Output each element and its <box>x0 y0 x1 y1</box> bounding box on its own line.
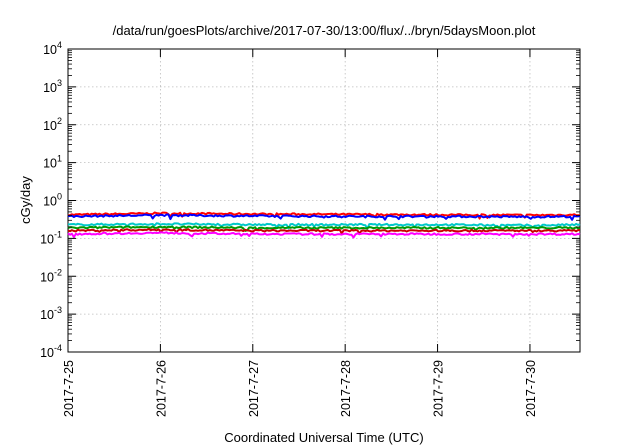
y-tick-label: 103 <box>43 78 62 95</box>
series-line <box>67 213 581 221</box>
chart-title: /data/run/goesPlots/archive/2017-07-30/1… <box>113 23 536 38</box>
x-tick-label: 2017-7-26 <box>154 360 168 417</box>
x-axis-label: Coordinated Universal Time (UTC) <box>224 430 423 445</box>
x-tick-label: 2017-7-28 <box>339 360 353 417</box>
x-tick-label: 2017-7-25 <box>62 360 76 417</box>
series-line <box>67 225 581 232</box>
grid <box>68 49 580 352</box>
x-tick-labels: 2017-7-25 2017-7-26 2017-7-27 2017-7-28 2017… <box>62 360 538 417</box>
series-line <box>67 228 580 235</box>
y-axis-label: cGy/day <box>18 176 33 224</box>
x-tick-label: 2017-7-29 <box>432 360 446 417</box>
series-line <box>67 211 580 220</box>
y-tick-label: 102 <box>43 116 62 133</box>
x-tick-label: 2017-7-27 <box>247 360 261 417</box>
y-tick-label: 10-3 <box>40 305 62 322</box>
y-tick-label: 100 <box>43 192 62 209</box>
y-tick-label: 10-4 <box>40 343 62 360</box>
x-tick-label: 2017-7-30 <box>524 360 538 417</box>
y-tick-label: 101 <box>43 154 62 171</box>
y-tick-label: 10-1 <box>40 229 62 246</box>
y-tick-label: 10-2 <box>40 267 62 284</box>
y-tick-label: 104 <box>43 40 62 57</box>
axis-ticks <box>67 48 580 353</box>
series-group <box>67 211 581 239</box>
y-tick-labels: 10-4 10-3 10-2 10-1 100 101 102 103 104 <box>40 40 62 360</box>
series-line <box>67 231 581 239</box>
series-line <box>67 222 581 230</box>
